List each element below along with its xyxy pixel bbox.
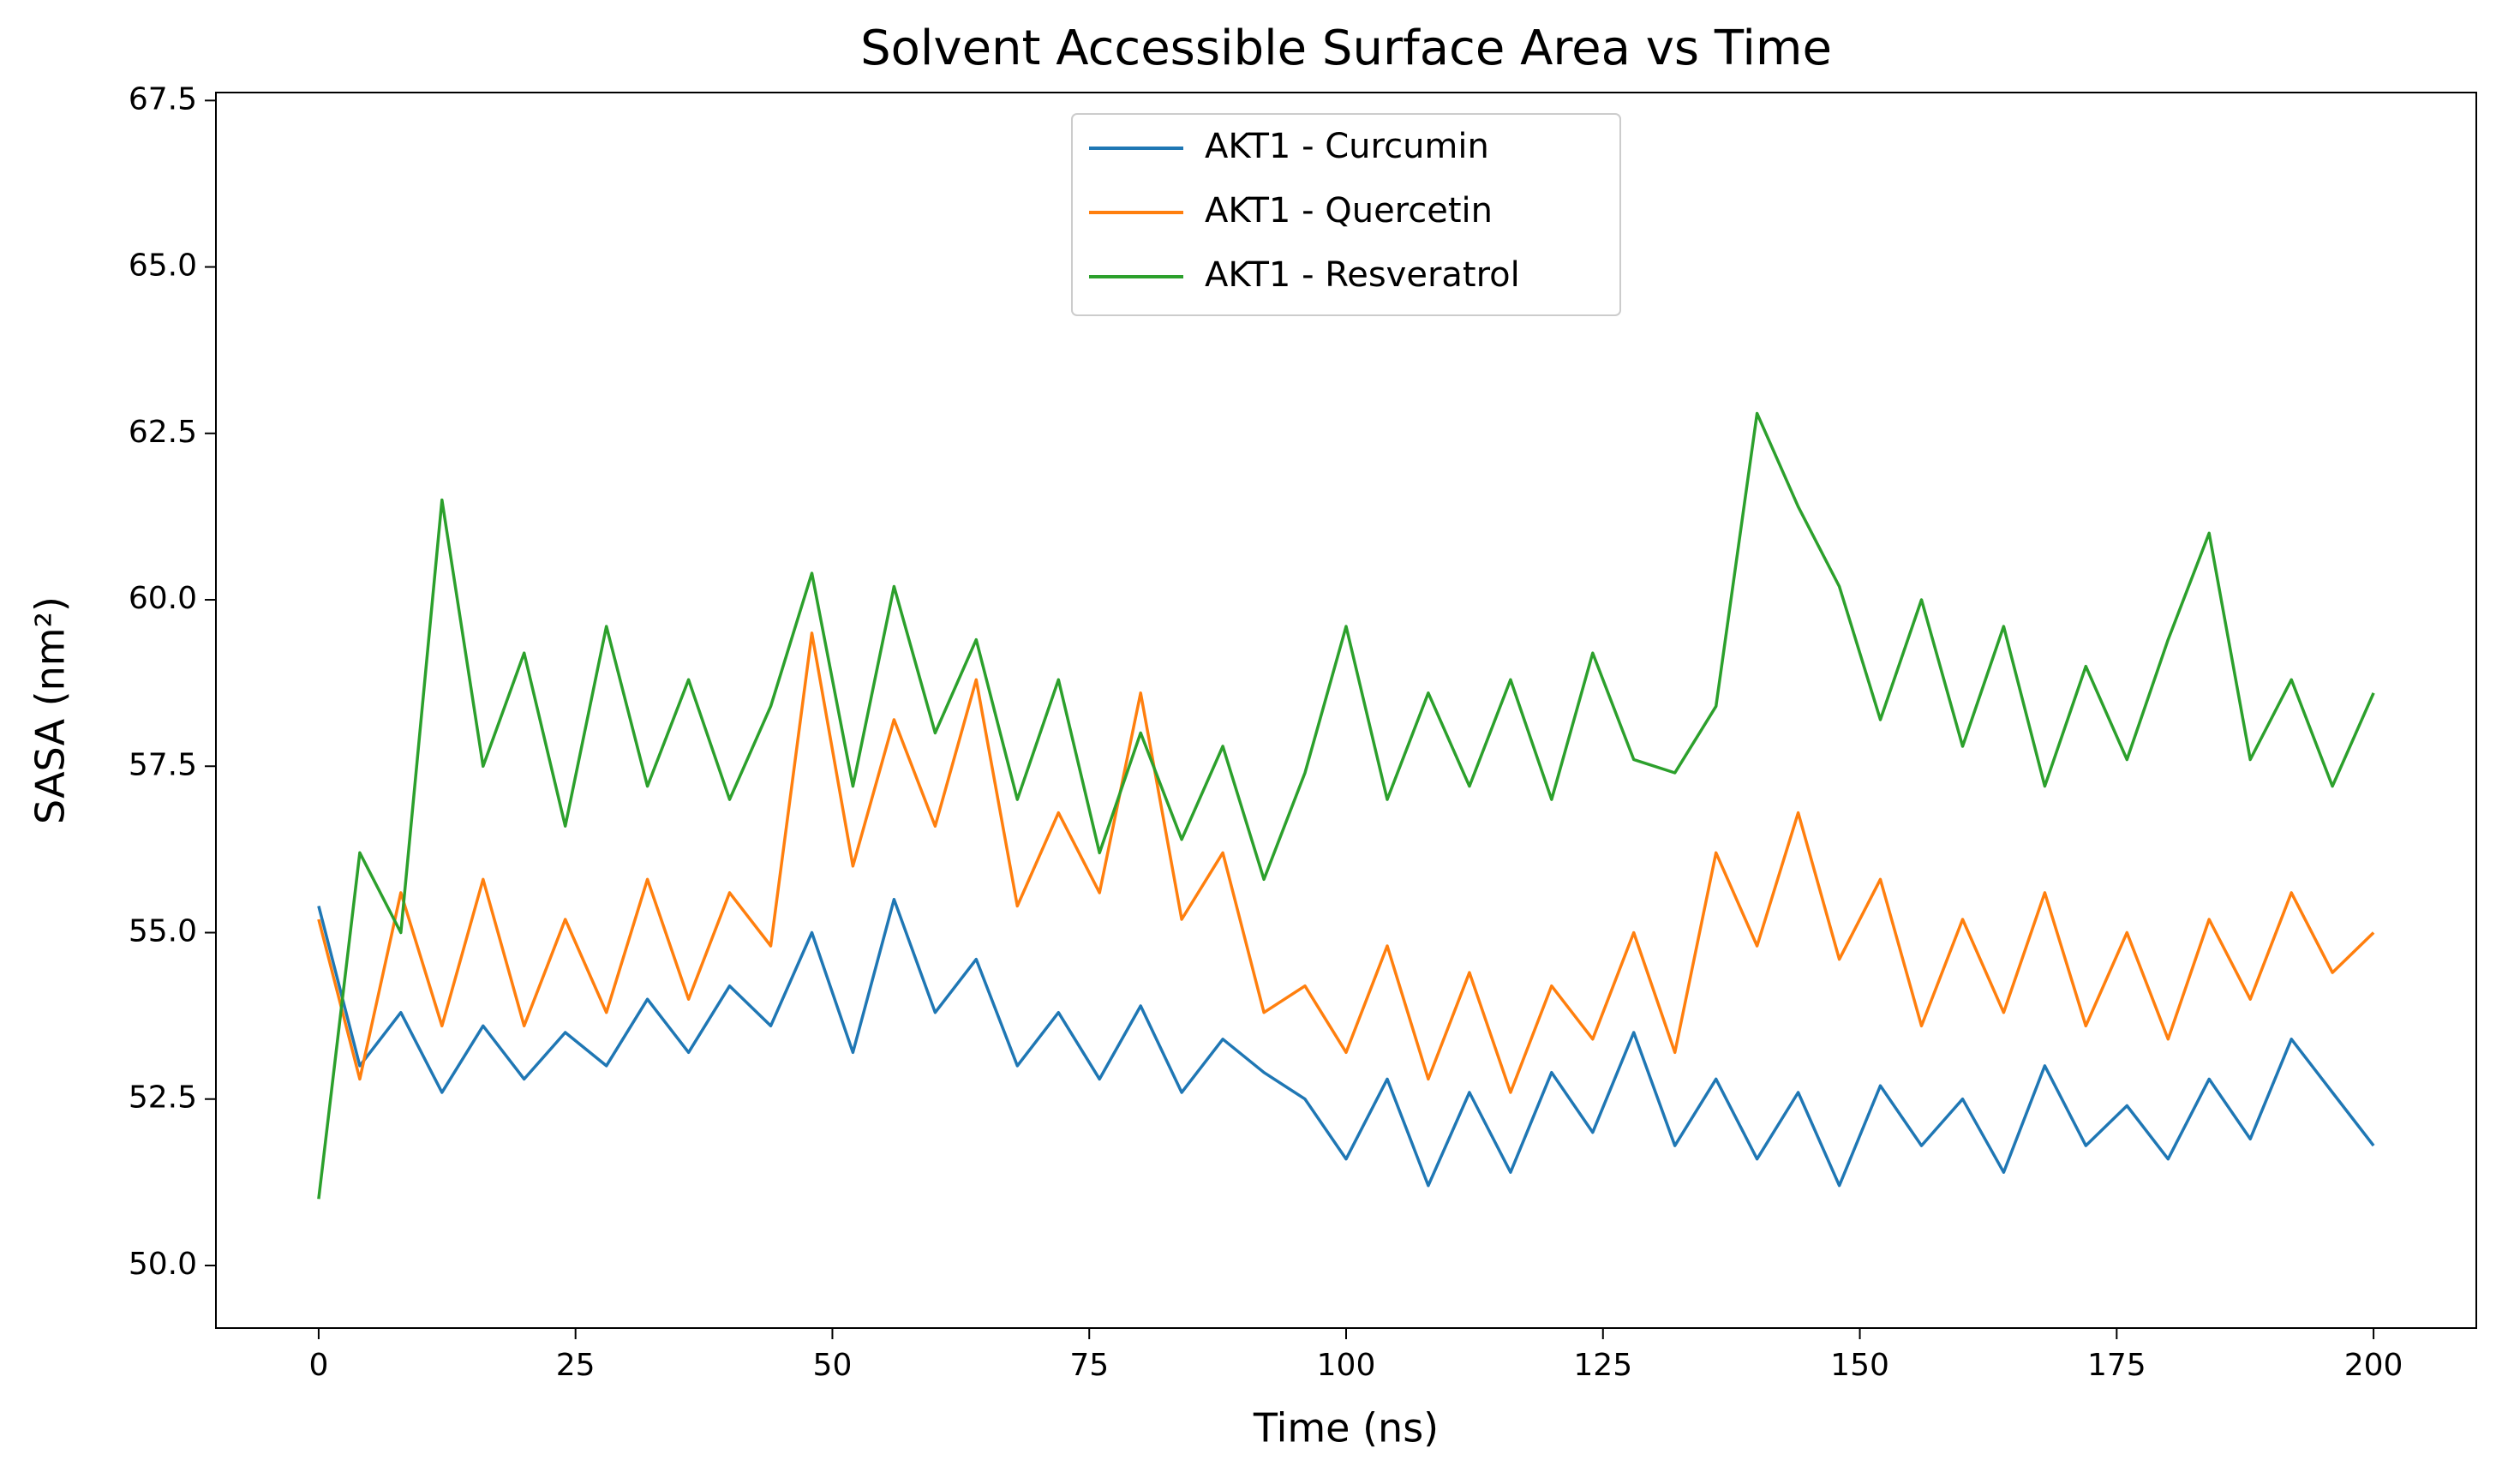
legend-label: AKT1 - Curcumin (1205, 127, 1489, 166)
series-line (317, 631, 2375, 1094)
x-tick-label: 75 (1069, 1348, 1109, 1383)
plot-frame (215, 92, 2477, 1329)
x-axis-label: Time (ns) (1253, 1405, 1439, 1451)
chart-title: Solvent Accessible Surface Area vs Time (860, 21, 1832, 76)
y-tick-label: 57.5 (129, 747, 197, 782)
y-tick-label: 65.0 (129, 248, 197, 284)
y-tick-label: 55.0 (129, 913, 197, 948)
x-tick-label: 0 (308, 1348, 328, 1383)
y-tick-label: 60.0 (129, 581, 197, 616)
x-tick-label: 125 (1573, 1348, 1632, 1383)
x-tick-label: 150 (1830, 1348, 1889, 1383)
x-tick-label: 25 (556, 1348, 596, 1383)
series-line (317, 411, 2375, 1200)
x-tick-label: 200 (2344, 1348, 2403, 1383)
y-tick-label: 50.0 (129, 1247, 197, 1282)
y-tick-label: 52.5 (129, 1080, 197, 1116)
legend-label: AKT1 - Quercetin (1205, 191, 1493, 230)
y-tick-label: 62.5 (129, 415, 197, 450)
y-axis-label: SASA (nm²) (27, 596, 74, 824)
legend-box (1071, 113, 1621, 316)
x-tick-label: 175 (2087, 1348, 2146, 1383)
series-line (317, 897, 2375, 1188)
x-tick-label: 100 (1317, 1348, 1376, 1383)
legend-label: AKT1 - Resveratrol (1205, 255, 1520, 295)
x-tick-label: 50 (813, 1348, 853, 1383)
y-tick-label: 67.5 (129, 81, 197, 117)
